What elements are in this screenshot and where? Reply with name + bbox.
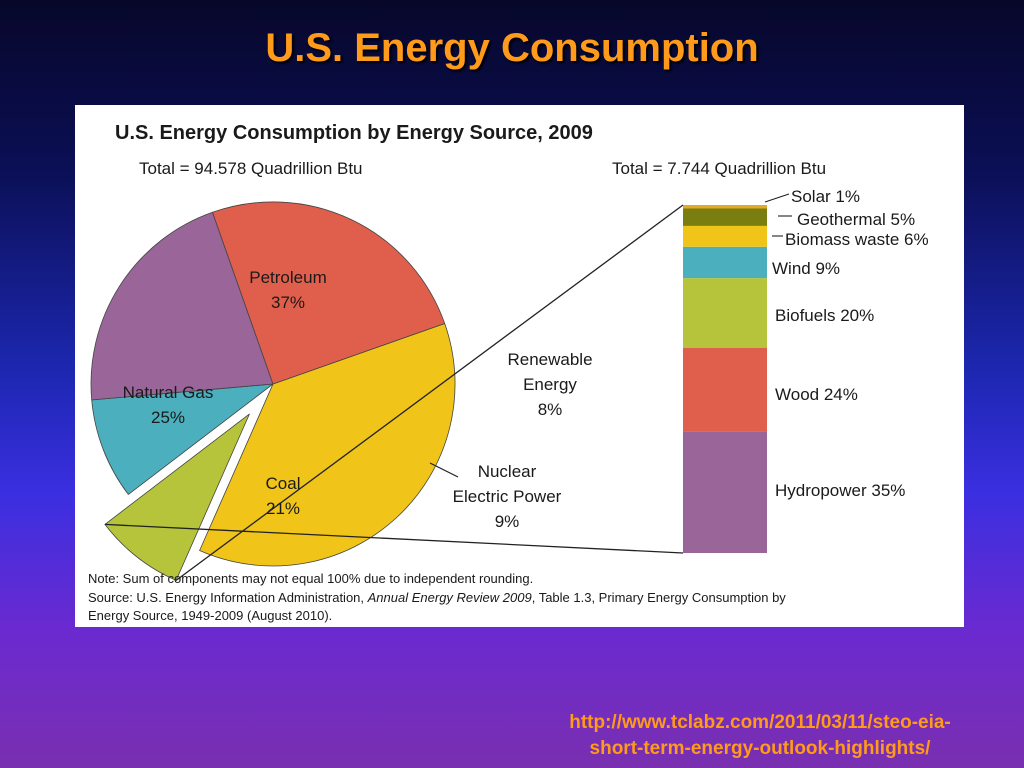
connector-line-top — [175, 204, 684, 581]
bar-label-wind: Wind 9% — [772, 259, 840, 278]
source-text-line2: Energy Source, 1949-2009 (August 2010). — [88, 608, 332, 623]
pie-slice-coal — [90, 211, 274, 401]
bar-segment-geothermal — [683, 208, 767, 226]
source-text: Source: U.S. Energy Information Administ… — [88, 590, 786, 605]
bar-label-geothermal: Geothermal 5% — [797, 210, 915, 229]
bar-segment-solar — [683, 205, 767, 209]
pie-slice-natural_gas — [211, 201, 446, 385]
source-italic: Annual Energy Review 2009 — [367, 590, 532, 605]
bar-label-solar: Solar 1% — [791, 187, 860, 206]
bar-label-biomass-waste: Biomass waste 6% — [785, 230, 929, 249]
pie-slice-nuclear — [91, 383, 275, 496]
chart-panel: U.S. Energy Consumption by Energy Source… — [75, 105, 964, 627]
bar-total-label: Total = 7.744 Quadrillion Btu — [612, 159, 826, 178]
pie-label-natural_gas: Natural Gas 25% — [123, 383, 214, 427]
note-text: Note: Sum of components may not equal 10… — [88, 571, 533, 586]
source-suffix: , Table 1.3, Primary Energy Consumption … — [532, 590, 787, 605]
source-url-line1[interactable]: http://www.tclabz.com/2011/03/11/steo-ei… — [569, 712, 951, 733]
bar-label-tick-solar — [764, 193, 790, 203]
bar-segment-hydropower — [683, 431, 767, 553]
bar-label-wood: Wood 24% — [775, 385, 858, 404]
pie-label-nuclear: Nuclear Electric Power 9% — [453, 462, 562, 531]
slide-title: U.S. Energy Consumption — [265, 26, 759, 70]
pie-label-renewable: Renewable Energy 8% — [507, 350, 592, 419]
energy-chart: U.S. Energy Consumption by Energy Source… — [88, 122, 929, 623]
pie-chart: Petroleum 37% Renewable Energy 8% Nuclear Elec… — [90, 201, 593, 581]
pie-label-petroleum: Petroleum 37% — [249, 268, 326, 312]
source-prefix: Source: U.S. Energy Information Administ… — [88, 590, 368, 605]
bar-label-biofuels: Biofuels 20% — [775, 306, 874, 325]
connector-line-bottom — [104, 523, 684, 554]
nuclear-leader-line — [429, 462, 459, 478]
pie-total-label: Total = 94.578 Quadrillion Btu — [139, 159, 363, 178]
renewable-stacked-bar: Hydropower 35% Wood 24% Biofuels 20% Wind 9… — [104, 187, 929, 581]
source-url[interactable]: http://www.tclabz.com/2011/03/11/steo-ei… — [510, 710, 1010, 762]
pie-label-coal: Coal 21% — [266, 474, 301, 518]
source-url-line2[interactable]: short-term-energy-outlook-highlights/ — [589, 738, 931, 759]
chart-title: U.S. Energy Consumption by Energy Source… — [115, 122, 593, 144]
bar-segment-biomass-waste — [683, 225, 767, 247]
bar-segment-wind — [683, 246, 767, 279]
pie-slice-petroleum — [199, 322, 456, 567]
bar-label-hydropower: Hydropower 35% — [775, 481, 905, 500]
bar-segment-biofuels — [683, 278, 767, 348]
bar-segment-wood — [683, 347, 767, 432]
pie-slice-renewable — [104, 413, 250, 581]
